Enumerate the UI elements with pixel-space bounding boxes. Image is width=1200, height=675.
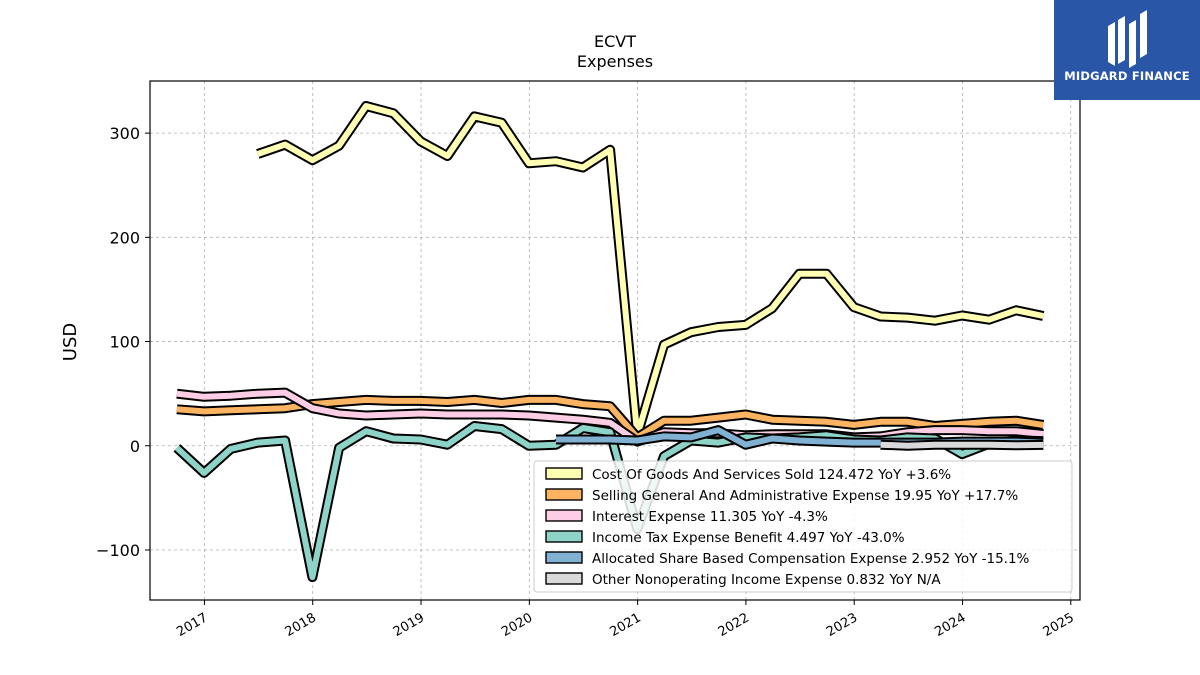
series-lines (173, 101, 1045, 583)
midgard-logo-icon (1108, 10, 1147, 68)
x-tick-label: 2021 (607, 610, 643, 640)
series-line (256, 101, 1045, 441)
y-tick-label: −100 (96, 541, 140, 560)
chart-title: ECVT (594, 32, 636, 51)
chart-subtitle: Expenses (577, 52, 653, 71)
legend-entry: Interest Expense 11.305 YoY -4.3% (545, 509, 828, 525)
x-tick-label: 2018 (283, 610, 319, 640)
series-stroke (256, 103, 1044, 439)
plot-frame (149, 80, 1081, 601)
legend-entry: Cost Of Goods And Services Sold 124.472 … (545, 467, 951, 483)
y-axis-label: USD (60, 323, 81, 361)
legend-entry: Other Nonoperating Income Expense 0.832 … (545, 572, 941, 588)
x-tick-label: 2017 (174, 610, 210, 640)
legend-label: Income Tax Expense Benefit 4.497 YoY -43… (592, 530, 905, 546)
legend-swatch (545, 530, 583, 543)
brand-logo: MIDGARD FINANCE (1054, 0, 1200, 100)
series-line (880, 439, 1044, 451)
legend-swatch (545, 551, 583, 564)
series-line (176, 394, 1045, 443)
legend-swatch (545, 509, 583, 522)
series-stroke (880, 441, 1044, 449)
legend-entry: Selling General And Administrative Expen… (545, 488, 1018, 504)
legend-label: Interest Expense 11.305 YoY -4.3% (592, 509, 828, 525)
legend-entry: Income Tax Expense Benefit 4.497 YoY -43… (545, 530, 905, 546)
legend-label: Cost Of Goods And Services Sold 124.472 … (592, 467, 951, 483)
legend-swatch (545, 488, 583, 501)
legend-label: Allocated Share Based Compensation Expen… (592, 551, 1030, 567)
chart-legend: Cost Of Goods And Services Sold 124.472 … (533, 460, 1073, 593)
y-tick-label: 0 (130, 437, 140, 456)
brand-name: MIDGARD FINANCE (1064, 69, 1190, 83)
legend-swatch (545, 467, 583, 480)
x-tick-label: 2020 (499, 610, 535, 640)
legend-label: Selling General And Administrative Expen… (592, 488, 1018, 504)
y-tick-label: 100 (109, 333, 140, 352)
legend-swatch (545, 572, 583, 585)
y-tick-label: 300 (109, 124, 140, 143)
x-tick-label: 2022 (716, 610, 752, 640)
legend-entry: Allocated Share Based Compensation Expen… (545, 551, 1030, 567)
x-tick-label: 2023 (824, 610, 860, 640)
y-tick-label: 200 (109, 228, 140, 247)
series-stroke (176, 396, 1044, 441)
x-tick-label: 2019 (391, 610, 427, 640)
x-tick-label: 2024 (932, 610, 968, 640)
legend-label: Other Nonoperating Income Expense 0.832 … (592, 572, 941, 588)
x-axis-ticks: 2017 2018 2019 2020 2021 2022 2023 2024 2025 (174, 600, 1077, 640)
legend-box (533, 460, 1073, 593)
x-tick-label: 2025 (1041, 610, 1077, 640)
y-axis-ticks: −100 0 100 200 300 (96, 124, 150, 560)
